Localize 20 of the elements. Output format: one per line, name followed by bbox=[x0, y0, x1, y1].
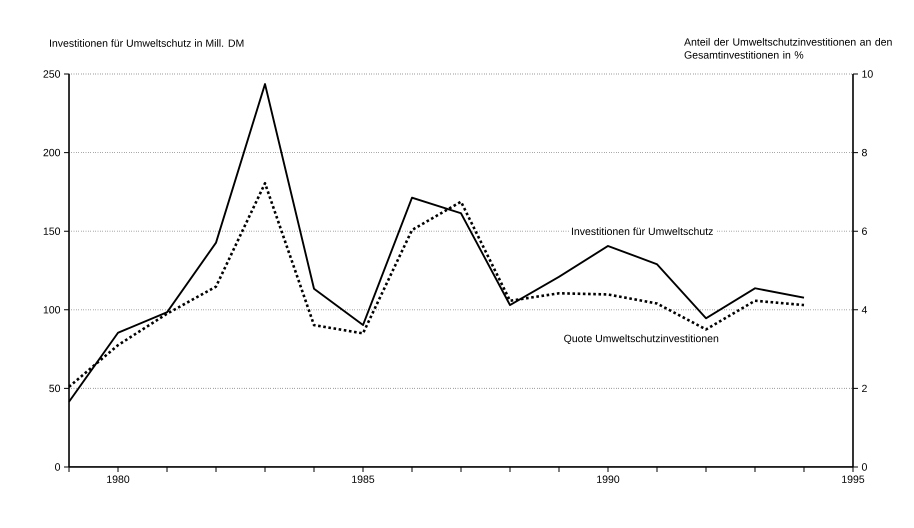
x-tick-label: 1990 bbox=[597, 476, 620, 483]
y2-tick-label: 6 bbox=[862, 227, 867, 235]
x-tick-label: 1980 bbox=[107, 476, 130, 483]
y2-axis-title: Anteil der Umweltschutzinvestitionen an den Gesamtinvestitionen in % bbox=[684, 38, 892, 59]
text: Investitionen für Umweltschutz bbox=[572, 227, 713, 236]
y-tick-label: 200 bbox=[43, 148, 60, 156]
x-tick-label: 1995 bbox=[842, 476, 864, 483]
y2-tick-label: 2 bbox=[862, 384, 867, 392]
y2-tick-label: 8 bbox=[862, 148, 867, 156]
series-label: Quote Umweltschutzinvestitionen bbox=[564, 334, 718, 344]
y-tick-label: 150 bbox=[44, 227, 60, 235]
x-tick-label: 1985 bbox=[352, 476, 374, 483]
y2-tick-label: 10 bbox=[862, 70, 873, 78]
y-tick-label: 50 bbox=[49, 384, 60, 392]
y-tick-label: 250 bbox=[43, 70, 60, 78]
y2-tick-label: 0 bbox=[862, 463, 867, 471]
y2-tick-label: 4 bbox=[862, 306, 868, 314]
y-axis-title: Investitionen für Umweltschutz in Mill. DM bbox=[50, 39, 244, 47]
y-tick-label: 100 bbox=[44, 306, 60, 314]
y-tick-label: 0 bbox=[55, 463, 60, 471]
